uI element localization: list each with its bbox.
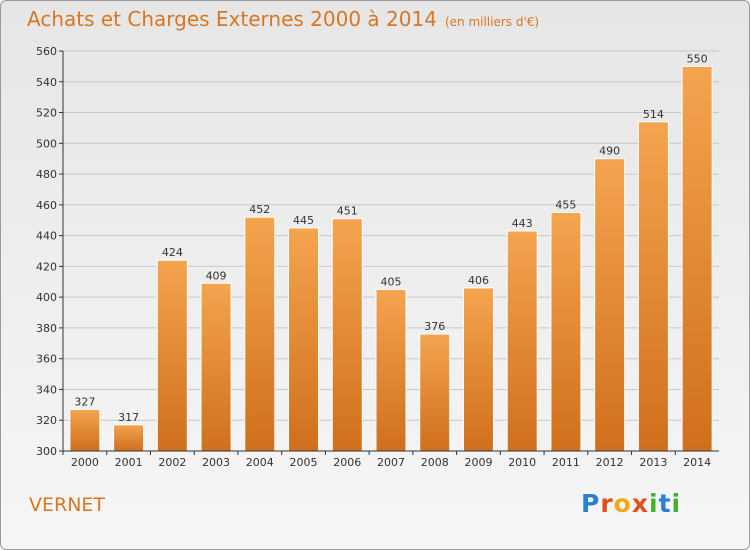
bars <box>69 65 713 452</box>
x-tick-label: 2000 <box>71 456 99 469</box>
y-tick-label: 320 <box>36 414 57 427</box>
x-tick-label: 2013 <box>639 456 667 469</box>
data-label: 514 <box>643 108 664 121</box>
x-axis-ticks: 2000 2001 2002 2003 2004 2005 2006 2007 2008 2009… <box>62 451 711 469</box>
bar-2011 <box>550 212 582 452</box>
x-tick-label: 2006 <box>333 456 361 469</box>
logo-letter: x <box>631 489 649 518</box>
data-label: 451 <box>337 205 358 218</box>
x-tick-label: 2010 <box>508 456 536 469</box>
bar-2010 <box>506 230 538 452</box>
x-tick-label: 2002 <box>158 456 186 469</box>
logo-letter: o <box>613 489 632 518</box>
bar-2009 <box>462 287 494 452</box>
axes <box>62 51 719 452</box>
x-tick-label: 2009 <box>464 456 492 469</box>
logo-letter: P <box>581 489 601 518</box>
proxiti-logo: Proxiti <box>581 489 681 518</box>
x-tick-label: 2003 <box>202 456 230 469</box>
x-tick-label: 2004 <box>246 456 274 469</box>
x-tick-label: 2014 <box>683 456 711 469</box>
data-label: 445 <box>293 214 314 227</box>
bar-2008 <box>419 333 451 452</box>
chart-title-text: Achats et Charges Externes 2000 à 2014 <box>27 7 437 31</box>
chart-title: Achats et Charges Externes 2000 à 2014 (e… <box>27 7 539 31</box>
y-tick-label: 460 <box>36 199 57 212</box>
bar-2014 <box>681 65 713 452</box>
data-label: 409 <box>206 269 227 282</box>
data-label: 455 <box>555 199 576 212</box>
bar-2002 <box>156 259 188 452</box>
data-label: 452 <box>249 203 270 216</box>
logo-letter: i <box>671 489 682 518</box>
data-label: 317 <box>118 411 139 424</box>
bar-2006 <box>331 218 363 452</box>
x-tick-label: 2008 <box>421 456 449 469</box>
y-tick-label: 540 <box>36 76 57 89</box>
y-tick-label: 440 <box>36 230 57 243</box>
y-tick-label: 360 <box>36 353 57 366</box>
y-tick-label: 340 <box>36 383 57 396</box>
x-tick-label: 2012 <box>596 456 624 469</box>
y-tick-label: 400 <box>36 291 57 304</box>
data-label: 327 <box>74 395 95 408</box>
data-label: 405 <box>381 275 402 288</box>
data-labels: 327 317 424 409 452 445 451 405 376 406 443 455 490 5… <box>74 52 707 423</box>
y-tick-label: 420 <box>36 260 57 273</box>
x-tick-label: 2011 <box>552 456 580 469</box>
data-label: 424 <box>162 246 183 259</box>
bar-2007 <box>375 288 407 452</box>
data-label: 550 <box>687 52 708 65</box>
x-tick-label: 2005 <box>290 456 318 469</box>
data-label: 490 <box>599 145 620 158</box>
logo-letter: r <box>600 489 614 518</box>
bar-2012 <box>594 158 626 452</box>
chart-subtitle: (en milliers d'€) <box>444 15 540 29</box>
data-label: 376 <box>424 320 445 333</box>
x-tick-label: 2001 <box>115 456 143 469</box>
data-label: 443 <box>512 217 533 230</box>
y-tick-label: 500 <box>36 137 57 150</box>
y-tick-label: 480 <box>36 168 57 181</box>
data-label: 406 <box>468 274 489 287</box>
bar-2013 <box>637 121 669 452</box>
commune-name: VERNET <box>29 494 106 516</box>
logo-letter: i <box>649 489 659 518</box>
bar-2003 <box>200 282 232 452</box>
y-tick-label: 560 <box>36 45 57 58</box>
y-tick-label: 380 <box>36 322 57 335</box>
y-tick-label: 520 <box>36 107 57 120</box>
x-tick-label: 2007 <box>377 456 405 469</box>
y-axis-ticks: 300 320 340 360 380 400 420 440 460 480 500 520 540 5… <box>36 45 63 458</box>
bar-2000 <box>69 408 101 452</box>
bar-2005 <box>288 227 320 452</box>
logo-letter: t <box>658 489 672 518</box>
bar-2004 <box>244 216 276 452</box>
bar-2001 <box>113 424 145 452</box>
y-tick-label: 300 <box>36 445 57 458</box>
